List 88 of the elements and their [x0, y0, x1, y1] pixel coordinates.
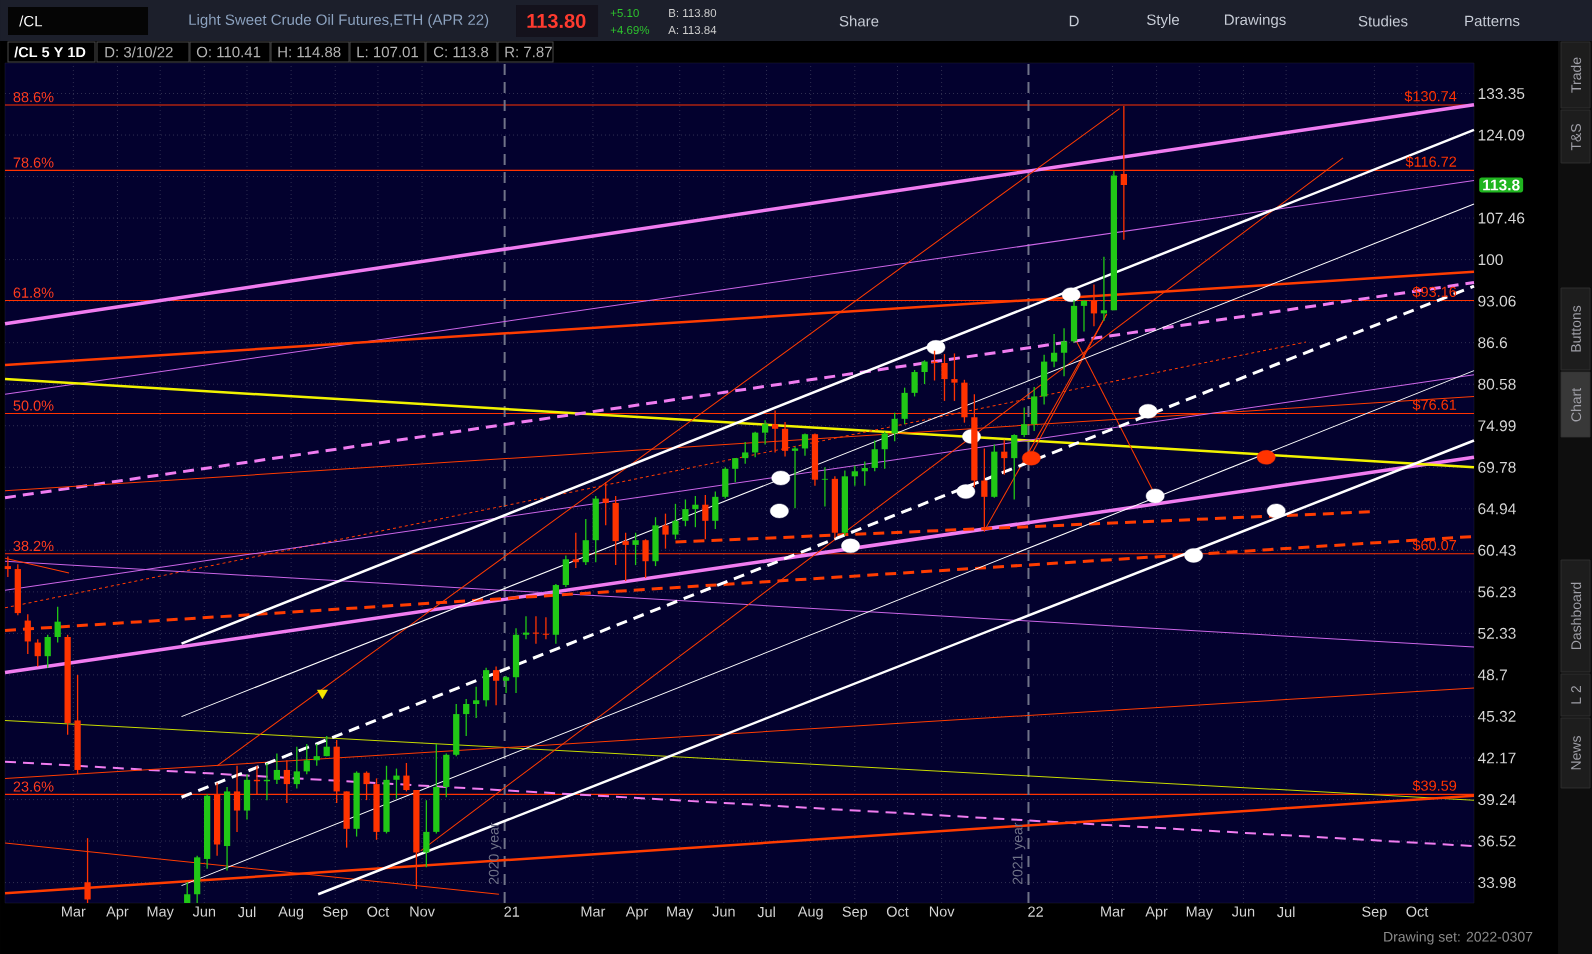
y-tick-label: 48.7	[1477, 669, 1507, 681]
ref-line-label: $39.59	[1412, 779, 1457, 792]
y-tick-label: 45.32	[1477, 710, 1516, 722]
x-tick-label: Sep	[842, 906, 868, 920]
y-tick-label: 74.99	[1478, 420, 1516, 432]
text: L: 107.01	[357, 46, 419, 58]
x-tick-label: Jun	[1231, 906, 1255, 917]
y-tick-label: 56.23	[1478, 586, 1516, 598]
text: 113.80	[527, 13, 586, 29]
text: Chart	[1570, 387, 1582, 422]
x-tick-label: Sep	[323, 906, 348, 920]
x-tick-label: Mar	[1101, 906, 1125, 917]
text: C: 113.8	[433, 46, 489, 58]
text: Style	[1147, 14, 1180, 28]
y-tick-label: 69.78	[1478, 461, 1516, 473]
x-tick-label: Apr	[625, 906, 649, 920]
annotation: 23.6%	[13, 781, 54, 792]
text: A: 113.84	[668, 25, 717, 35]
x-tick-label: Aug	[278, 906, 304, 920]
text: H: 114.88	[278, 46, 341, 58]
x-tick-label: Apr	[106, 906, 129, 920]
y-tick-label: 93.06	[1478, 295, 1516, 307]
x-tick-label: Mar	[581, 906, 606, 917]
x-tick-label: Apr	[1145, 906, 1168, 920]
text: /CL	[19, 15, 43, 27]
text: 113.8	[1483, 179, 1520, 191]
text: B: 113.80	[669, 8, 717, 18]
ref-line-label: $130.74	[1404, 90, 1457, 103]
text: Trade	[1570, 57, 1582, 93]
x-tick-label: May	[667, 906, 694, 920]
x-tick-label: Jul	[237, 906, 256, 918]
x-tick-label: Jun	[192, 906, 216, 917]
text: +4.69%	[610, 25, 650, 35]
text: Share	[839, 15, 879, 27]
text: Patterns	[1465, 15, 1520, 27]
text: Buttons	[1571, 305, 1581, 352]
text: Dashboard	[1570, 582, 1582, 650]
text: +5.10	[610, 8, 639, 18]
annotation: 61.8%	[13, 287, 54, 298]
x-tick-label: Oct	[886, 906, 909, 917]
annotation: 38.2%	[13, 540, 54, 552]
x-tick-label: Jul	[757, 906, 775, 918]
ref-line-label: $76.61	[1412, 398, 1457, 411]
x-tick-label: May	[147, 906, 174, 920]
text: L 2	[1571, 685, 1581, 704]
text: D: 3/10/22	[105, 46, 173, 58]
y-tick-label: 33.98	[1478, 877, 1516, 889]
y-tick-label: 133.35	[1478, 88, 1525, 100]
text: Studies	[1358, 15, 1408, 27]
ref-line-label: $60.07	[1412, 539, 1457, 552]
x-tick-label: May	[1186, 906, 1213, 920]
x-tick-label: Jul	[1277, 906, 1295, 918]
y-tick-label: 86.6	[1478, 337, 1508, 349]
text: /CL 5 Y 1D	[14, 46, 86, 58]
text: R: 7.87	[505, 46, 552, 58]
x-tick-label: Jun	[712, 906, 735, 917]
annotation: 88.6%	[13, 91, 54, 103]
ref-line-label: $116.72	[1405, 155, 1457, 168]
y-tick-label: 107.46	[1478, 212, 1525, 224]
text: Drawing set: 2022-0307	[1384, 931, 1533, 945]
text: News	[1571, 736, 1581, 770]
y-tick-label: 39.24	[1478, 794, 1516, 806]
text: Drawings	[1224, 14, 1286, 28]
x-tick-label: 22	[1028, 906, 1043, 917]
text: O: 110.41	[196, 46, 261, 58]
ref-line-label: 2020 year	[488, 822, 502, 885]
ref-line-label: 2021 year	[1012, 822, 1026, 885]
y-tick-label: 36.52	[1478, 835, 1516, 847]
y-tick-label: 64.94	[1478, 503, 1516, 515]
y-tick-label: 52.33	[1478, 627, 1516, 639]
annotation: 78.6%	[13, 157, 54, 168]
text: D	[1069, 15, 1079, 27]
x-tick-label: Sep	[1362, 906, 1387, 920]
x-tick-label: Nov	[410, 906, 435, 917]
x-tick-label: Aug	[797, 906, 823, 920]
x-tick-label: Mar	[62, 906, 86, 917]
y-tick-label: 100	[1478, 254, 1503, 266]
chart-title: Light Sweet Crude Oil Futures,ETH (APR 22)	[189, 14, 489, 28]
y-tick-label: 42.17	[1477, 752, 1516, 764]
y-tick-label: 80.58	[1478, 378, 1516, 390]
x-tick-label: 21	[504, 906, 520, 917]
text: T&S	[1571, 124, 1581, 151]
y-tick-label: 124.09	[1478, 129, 1525, 141]
x-tick-label: Oct	[1406, 906, 1429, 917]
x-tick-label: Oct	[367, 906, 390, 917]
x-tick-label: Nov	[929, 906, 955, 917]
y-tick-label: 60.43	[1478, 544, 1516, 556]
annotation: 50.0%	[13, 400, 54, 411]
